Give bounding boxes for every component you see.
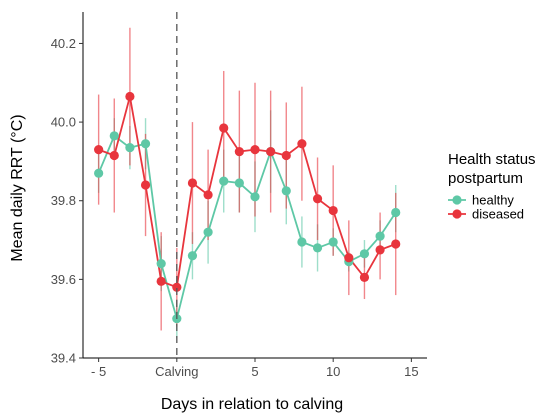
data-point-healthy	[94, 168, 104, 178]
data-point-healthy	[219, 176, 229, 186]
data-point-diseased	[375, 245, 385, 255]
x-tick-label: 5	[251, 364, 258, 379]
legend-label-diseased: diseased	[472, 207, 524, 222]
data-point-diseased	[140, 180, 151, 190]
data-point-healthy	[234, 178, 244, 188]
y-tick-label: 40.0	[51, 115, 76, 130]
y-axis-title: Mean daily RRT (°C)	[9, 114, 26, 261]
legend-key-point-healthy	[452, 195, 462, 205]
data-point-healthy	[187, 251, 198, 261]
data-point-healthy	[125, 143, 135, 153]
data-point-diseased	[359, 272, 370, 282]
data-point-diseased	[344, 253, 354, 263]
data-point-diseased	[312, 194, 323, 204]
data-point-healthy	[156, 259, 166, 269]
data-point-healthy	[359, 249, 370, 259]
data-point-diseased	[172, 282, 182, 292]
data-point-diseased	[94, 145, 104, 155]
data-point-healthy	[328, 237, 338, 247]
data-point-diseased	[156, 276, 166, 286]
data-point-diseased	[203, 190, 213, 200]
legend-key-point-diseased	[452, 209, 462, 219]
data-point-diseased	[297, 139, 307, 149]
x-tick-label: Calving	[155, 364, 198, 379]
series-line-diseased	[98, 96, 397, 289]
data-point-healthy	[250, 192, 260, 202]
data-point-diseased	[125, 91, 135, 102]
data-point-diseased	[328, 205, 338, 216]
data-point-healthy	[203, 227, 213, 237]
data-point-healthy	[375, 231, 385, 241]
data-point-healthy	[281, 186, 291, 196]
y-tick-label: 39.8	[51, 193, 76, 208]
series-line-healthy	[97, 134, 397, 323]
x-tick-label: - 5	[91, 364, 106, 379]
data-point-healthy	[109, 131, 119, 141]
axis-ticks: 39.4 39.6 39.8 40.0 40.2 - 5 Calving 5 10 15	[51, 36, 419, 379]
y-tick-label: 39.6	[51, 272, 76, 287]
y-tick-label: 39.4	[51, 351, 76, 366]
x-tick-label: 15	[404, 364, 418, 379]
series-lines	[97, 96, 397, 323]
data-point-diseased	[219, 123, 229, 133]
data-point-diseased	[187, 178, 198, 188]
data-point-healthy	[140, 139, 151, 149]
legend-title-line-2: postpartum	[448, 170, 523, 187]
data-point-diseased	[250, 145, 260, 155]
series-points	[94, 91, 401, 324]
legend-title-line-1: Health status	[448, 151, 536, 168]
data-point-healthy	[297, 237, 307, 247]
legend-label-healthy: healthy	[472, 193, 514, 208]
data-point-healthy	[391, 207, 401, 218]
data-point-diseased	[109, 150, 119, 161]
y-tick-label: 40.2	[51, 36, 76, 51]
data-point-diseased	[391, 239, 401, 249]
data-point-diseased	[281, 150, 291, 161]
data-point-healthy	[312, 243, 323, 253]
x-axis-title: Days in relation to calving	[161, 396, 343, 413]
data-point-diseased	[266, 146, 276, 157]
data-point-diseased	[234, 146, 244, 157]
x-tick-label: 10	[326, 364, 340, 379]
